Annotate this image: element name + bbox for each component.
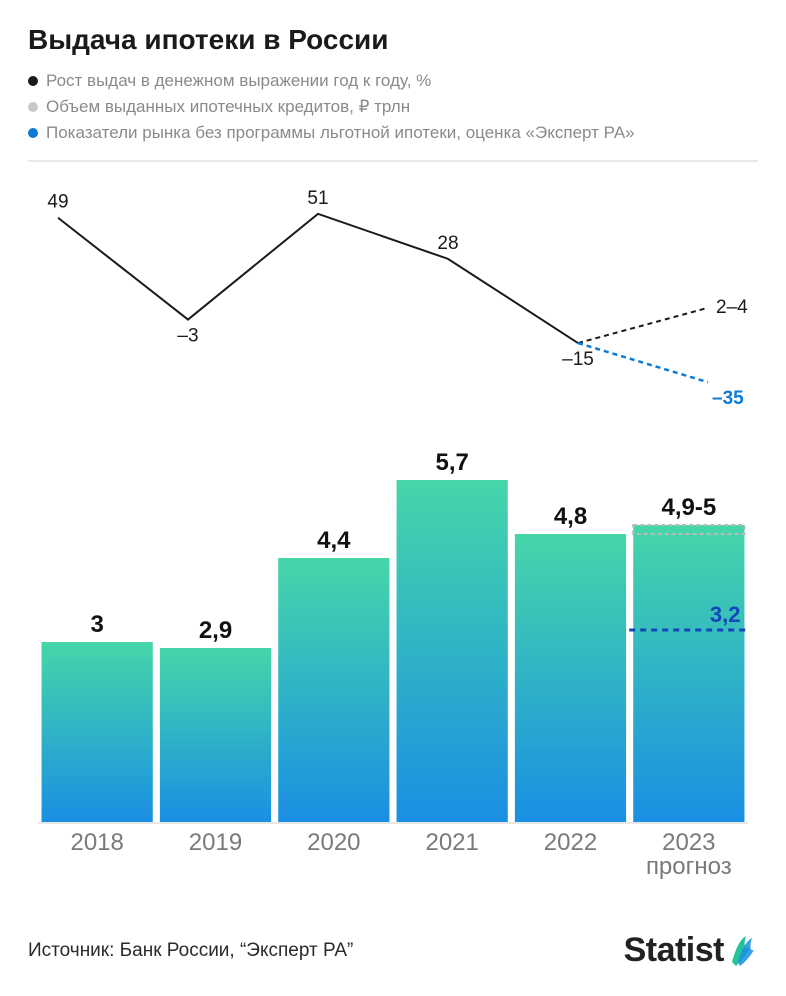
- bar: [633, 525, 744, 822]
- alt-forecast-label: 3,2: [710, 602, 741, 627]
- brand-text: Statist: [624, 931, 724, 970]
- legend-dot: [28, 128, 38, 138]
- bar-value-label: 2,9: [199, 617, 232, 644]
- bar-chart-area: 3 2018 2,9 2019 4,4 2020 5,7 2021 4,8 2022 4,9-5 3,…: [28, 422, 758, 892]
- legend-item: Рост выдач в денежном выражении год к го…: [28, 70, 758, 92]
- forecast-line-black: [578, 308, 708, 343]
- line-point-label: –3: [177, 326, 198, 347]
- bar-value-label: 4,9-5: [661, 494, 716, 521]
- legend-text: Объем выданных ипотечных кредитов, ₽ трл…: [46, 96, 758, 118]
- chart-title: Выдача ипотеки в России: [28, 24, 758, 56]
- line-chart: 49 –3 51 28 –15 2–4 –35: [28, 182, 758, 422]
- divider: [28, 160, 758, 162]
- legend: Рост выдач в денежном выражении год к го…: [28, 70, 758, 144]
- legend-item: Показатели рынка без программы льготной …: [28, 122, 758, 144]
- forecast-label-black: 2–4: [716, 297, 748, 318]
- line-chart-area: 49 –3 51 28 –15 2–4 –35: [28, 182, 758, 422]
- bar: [515, 534, 626, 822]
- legend-dot: [28, 76, 38, 86]
- line-point-label: 49: [47, 192, 68, 213]
- line-point-label: 51: [307, 188, 328, 209]
- x-axis-label: 2022: [544, 829, 597, 856]
- legend-text: Рост выдач в денежном выражении год к го…: [46, 70, 758, 92]
- line-point-label: 28: [437, 233, 458, 254]
- x-axis-label: 2023: [662, 829, 715, 856]
- bar-chart: 3 2018 2,9 2019 4,4 2020 5,7 2021 4,8 2022 4,9-5 3,…: [28, 422, 758, 892]
- bar: [397, 480, 508, 822]
- x-axis-label: 2021: [425, 829, 478, 856]
- x-axis-label: прогноз: [646, 853, 732, 880]
- growth-line: [58, 214, 578, 343]
- brand-icon: [728, 932, 758, 970]
- forecast-line-blue: [578, 343, 708, 382]
- x-axis-label: 2020: [307, 829, 360, 856]
- bar-value-label: 4,8: [554, 503, 587, 530]
- legend-text: Показатели рынка без программы льготной …: [46, 122, 758, 144]
- x-axis-label: 2019: [189, 829, 242, 856]
- brand: Statist: [624, 931, 758, 970]
- line-point-label: –15: [562, 349, 594, 370]
- bar: [278, 558, 389, 822]
- bar-value-label: 5,7: [435, 449, 468, 476]
- bar-value-label: 4,4: [317, 527, 351, 554]
- forecast-label-blue: –35: [712, 388, 744, 409]
- legend-item: Объем выданных ипотечных кредитов, ₽ трл…: [28, 96, 758, 118]
- bar: [160, 648, 271, 822]
- source-text: Источник: Банк России, “Эксперт РА”: [28, 940, 353, 962]
- legend-dot: [28, 102, 38, 112]
- x-axis-label: 2018: [70, 829, 123, 856]
- bar-value-label: 3: [90, 611, 103, 638]
- bar: [42, 642, 153, 822]
